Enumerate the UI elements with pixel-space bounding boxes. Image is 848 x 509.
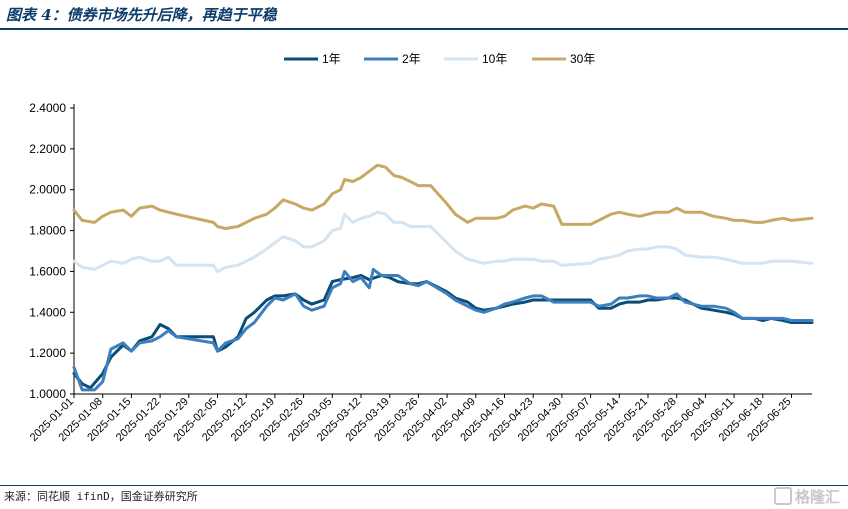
watermark-text: 格隆汇 bbox=[794, 488, 840, 506]
y-tick-label: 2.0000 bbox=[29, 183, 66, 197]
series-line-1 bbox=[72, 267, 814, 392]
series-line-2 bbox=[72, 210, 814, 273]
y-tick-label: 1.4000 bbox=[29, 305, 66, 319]
bond-yield-line-chart: 1.0000 1.2000 1.4000 1.6000 1.8000 2.0000 2.20… bbox=[28, 52, 814, 444]
series-line-3 bbox=[72, 163, 814, 230]
y-tick-label: 1.0000 bbox=[29, 387, 66, 401]
figure-title: 图表 4：债券市场先升后降，再趋于平稳 bbox=[6, 6, 277, 24]
watermark-logo-icon bbox=[773, 487, 792, 505]
legend-label-1: 2年 bbox=[402, 52, 421, 66]
source-divider bbox=[0, 485, 848, 486]
title-divider bbox=[0, 28, 848, 30]
y-tick-label: 2.4000 bbox=[29, 101, 66, 115]
y-tick-label: 1.6000 bbox=[29, 264, 66, 278]
legend-label-3: 30年 bbox=[570, 52, 595, 66]
legend-label-2: 10年 bbox=[482, 52, 507, 66]
watermark: 格隆汇 bbox=[773, 486, 840, 507]
y-tick-label: 2.2000 bbox=[29, 142, 66, 156]
source-note: 来源：同花顺 ifinD，国金证券研究所 bbox=[4, 490, 198, 503]
legend-label-0: 1年 bbox=[322, 52, 341, 66]
y-tick-label: 1.8000 bbox=[29, 224, 66, 238]
y-tick-label: 1.2000 bbox=[29, 346, 66, 360]
